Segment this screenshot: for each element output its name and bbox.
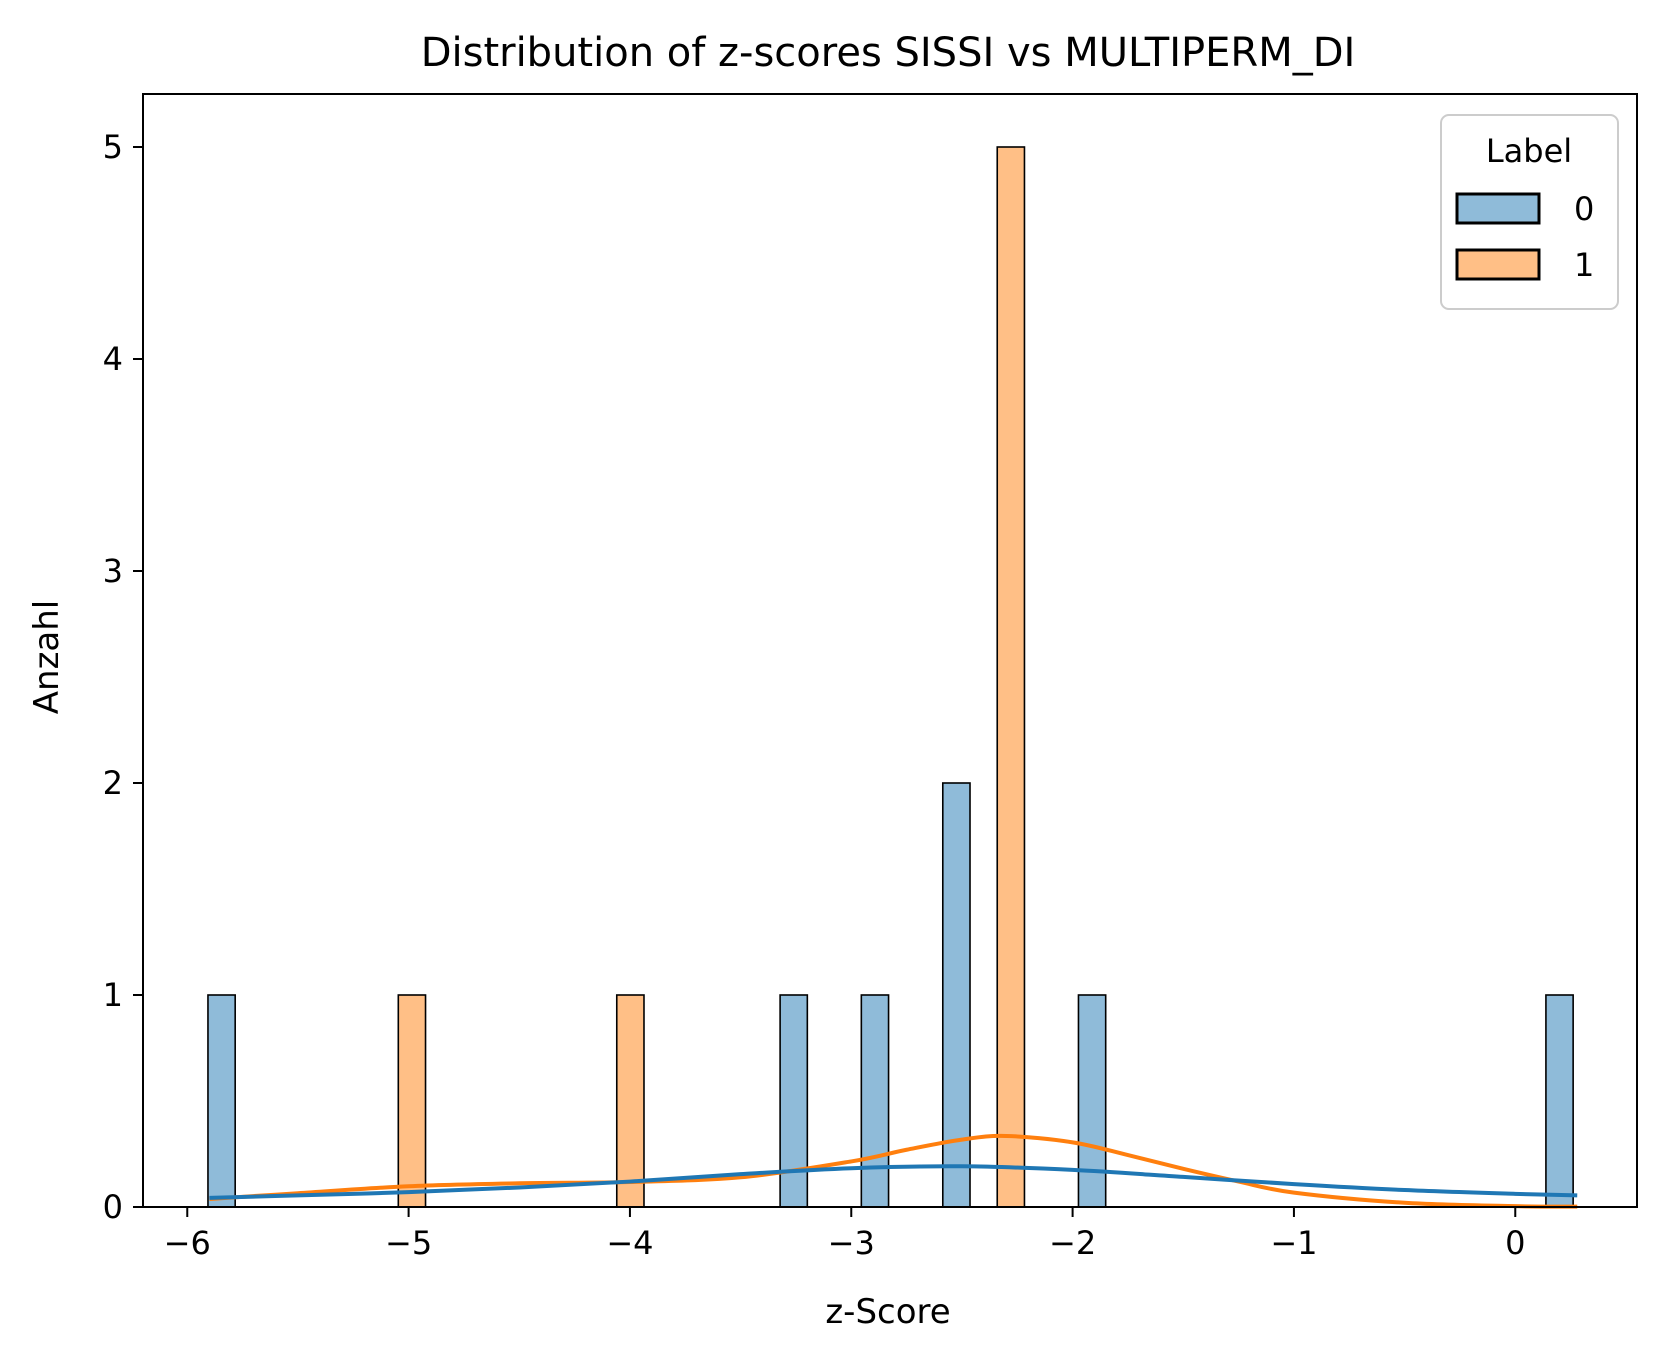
- y-axis-label: Anzahl: [27, 600, 67, 714]
- chart-title: Distribution of z-scores SISSI vs MULTIP…: [421, 30, 1356, 76]
- kde-curve-series-1: [209, 1133, 1578, 1209]
- y-tick-label: 1: [103, 976, 123, 1014]
- y-tick-label: 3: [103, 552, 123, 590]
- y-tick-label: 5: [103, 128, 123, 166]
- bar-series-1-2: [996, 146, 1026, 1208]
- bars-layer: [207, 146, 1574, 1208]
- bar-series-0-2: [860, 994, 890, 1208]
- legend-entries: 01: [1455, 190, 1594, 284]
- x-tick-label: −1: [1270, 1224, 1317, 1262]
- bar-series-0-3: [941, 782, 971, 1208]
- x-tick-label: −4: [606, 1224, 653, 1262]
- bar-series-0-0: [207, 994, 236, 1208]
- bar-series-0-5: [1545, 994, 1574, 1208]
- legend-swatch-1: [1455, 248, 1541, 281]
- bar-series-0-1: [779, 994, 809, 1208]
- x-axis-label: z-Score: [825, 1292, 950, 1332]
- kde-curve-series-0: [209, 1164, 1578, 1200]
- y-axis-ticks: 0 1 2 3 4 5: [103, 128, 143, 1226]
- y-tick-label: 0: [103, 1188, 123, 1226]
- legend[interactable]: Label 01: [1440, 114, 1619, 310]
- legend-swatch-0: [1455, 192, 1541, 225]
- x-tick-label: −2: [1049, 1224, 1096, 1262]
- y-tick-label: 4: [103, 340, 123, 378]
- legend-label-1: 1: [1574, 246, 1594, 284]
- bar-series-1-0: [397, 994, 427, 1208]
- x-tick-label: 0: [1505, 1224, 1525, 1262]
- legend-label-0: 0: [1574, 190, 1594, 228]
- legend-title: Label: [1486, 132, 1572, 170]
- x-tick-label: −3: [828, 1224, 875, 1262]
- x-axis-ticks: −6 −5 −4 −3 −2 −1 0: [164, 1207, 1525, 1262]
- x-tick-label: −5: [385, 1224, 432, 1262]
- y-tick-label: 2: [103, 764, 123, 802]
- x-tick-label: −6: [164, 1224, 211, 1262]
- plot-area-frame: [142, 93, 1638, 1208]
- kde-layer: [209, 1133, 1578, 1209]
- bar-series-0-4: [1077, 994, 1107, 1208]
- bar-series-1-1: [615, 994, 645, 1208]
